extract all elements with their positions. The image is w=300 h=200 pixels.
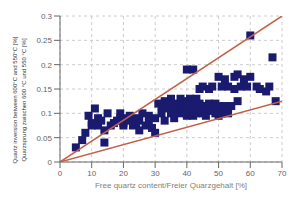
svg-text:0.15: 0.15 xyxy=(36,85,52,94)
svg-text:0.3: 0.3 xyxy=(41,12,53,21)
svg-text:70: 70 xyxy=(278,169,287,178)
svg-text:20: 20 xyxy=(119,169,128,178)
svg-text:60: 60 xyxy=(246,169,255,178)
svg-text:30: 30 xyxy=(151,169,160,178)
svg-text:Quarzsprung zwischen 600 °C un: Quarzsprung zwischen 600 °C und 550 °C [… xyxy=(21,38,27,162)
svg-text:0: 0 xyxy=(58,169,63,178)
svg-text:10: 10 xyxy=(87,169,96,178)
svg-text:0.25: 0.25 xyxy=(36,36,52,45)
svg-text:Free quartz content/Freier Qua: Free quartz content/Freier Quarzgehalt [… xyxy=(95,181,247,190)
svg-text:0.2: 0.2 xyxy=(41,61,53,70)
svg-text:0: 0 xyxy=(48,158,53,167)
svg-text:0.1: 0.1 xyxy=(41,109,53,118)
svg-text:0.05: 0.05 xyxy=(36,134,52,143)
svg-text:40: 40 xyxy=(182,169,191,178)
svg-text:Quartz inversion between 600°C: Quartz inversion between 600°C and 550°C… xyxy=(12,36,18,163)
svg-text:50: 50 xyxy=(214,169,223,178)
